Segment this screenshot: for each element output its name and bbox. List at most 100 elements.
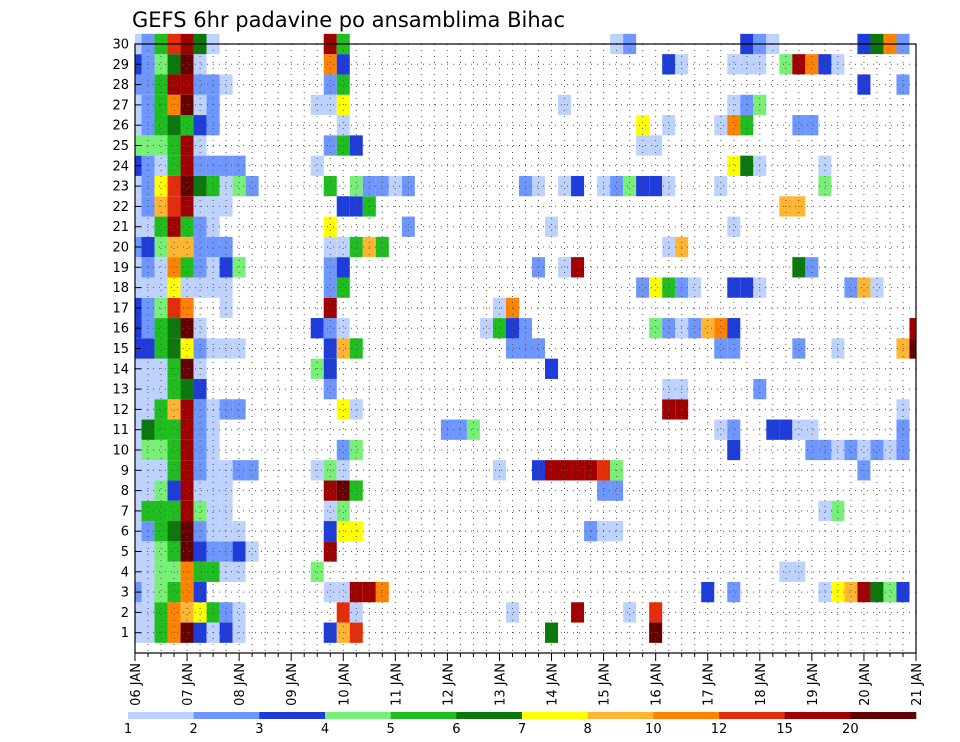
- cell-member-11-step-45: [714, 419, 728, 440]
- cell-member-3-step-17: [349, 581, 363, 603]
- cell-member-25-step-17: [349, 135, 363, 156]
- cell-member-19-step-31: [532, 257, 546, 278]
- cell-member-16-step-40: [649, 318, 663, 339]
- cell-member-3-step-46: [727, 581, 741, 603]
- cell-member-23-step-7: [219, 175, 233, 197]
- x-tick-label: 19 JAN: [806, 663, 821, 706]
- cell-member-20-step-15: [323, 236, 337, 258]
- cell-member-13-step-2: [154, 378, 168, 400]
- cell-member-25-step-15: [323, 135, 337, 156]
- y-tick-label: 13: [112, 383, 129, 398]
- cell-member-13-step-1: [141, 378, 155, 400]
- cell-member-16-step-2: [154, 318, 168, 339]
- cell-member-6-step-5: [193, 521, 207, 542]
- cell-member-3-step-56: [857, 581, 871, 603]
- cell-member-11-step-3: [167, 419, 181, 440]
- cell-member-16-step-3: [167, 318, 181, 339]
- cell-member-28-step-56: [857, 74, 871, 95]
- cell-member-20-step-5: [193, 236, 207, 258]
- cell-member-29-step-5: [193, 54, 207, 75]
- cell-member-3-step-4: [180, 581, 194, 603]
- cell-member-4-step-2: [154, 561, 168, 582]
- cell-member-3-step-16: [336, 581, 350, 603]
- cell-member-21-step-2: [154, 216, 168, 237]
- cell-member-2-step-7: [219, 602, 233, 623]
- cell-member-24-step-1: [141, 155, 155, 176]
- cell-member-6-step-8: [232, 521, 246, 542]
- cell-member-7-step-53: [818, 500, 832, 522]
- cell-member-23-step-2: [154, 175, 168, 197]
- cell-member-10-step-16: [336, 439, 350, 461]
- cell-member-28-step-5: [193, 74, 207, 95]
- cell-member-17-step-28: [492, 297, 506, 319]
- cell-member-20-step-4: [180, 236, 194, 258]
- cell-member-10-step-53: [818, 439, 832, 461]
- cell-member-7-step-3: [167, 500, 181, 522]
- cell-member-18-step-57: [870, 277, 884, 298]
- y-tick-label: 12: [112, 403, 129, 418]
- cell-member-24-step-47: [740, 155, 754, 176]
- cell-member-19-step-15: [323, 257, 337, 278]
- cell-member-28-step-2: [154, 74, 168, 95]
- cell-member-6-step-4: [180, 521, 194, 542]
- cell-member-8-step-16: [336, 480, 350, 501]
- cell-member-16-step-27: [479, 318, 493, 339]
- cell-member-11-step-50: [779, 419, 793, 440]
- chart-title: GEFS 6hr padavine po ansamblima Bihac: [132, 8, 565, 32]
- cell-member-15-step-16: [336, 338, 350, 359]
- y-tick-label: 22: [112, 200, 129, 215]
- cell-member-10-step-55: [844, 439, 858, 461]
- cell-member-24-step-53: [818, 155, 832, 176]
- colorbar-label: 10: [645, 722, 662, 737]
- colorbar-swatch: [784, 712, 851, 719]
- cell-member-3-step-1: [141, 581, 155, 603]
- cell-member-8-step-17: [349, 480, 363, 501]
- cell-member-16-step-28: [492, 318, 506, 339]
- colorbar-swatch: [850, 712, 917, 719]
- cell-member-7-step-4: [180, 500, 194, 522]
- cell-member-4-step-14: [310, 561, 324, 582]
- cell-member-17-step-1: [141, 297, 155, 319]
- cell-member-7-step-7: [219, 500, 233, 522]
- cell-member-26-step-2: [154, 115, 168, 136]
- y-tick-label: 23: [112, 180, 129, 195]
- y-tick-label: 1: [121, 626, 129, 641]
- x-tick-label: 18 JAN: [754, 663, 769, 706]
- cell-member-18-step-40: [649, 277, 663, 298]
- cell-member-10-step-3: [167, 439, 181, 461]
- cell-member-4-step-4: [180, 561, 194, 582]
- cell-member-23-step-20: [388, 175, 402, 197]
- cell-member-23-step-4: [180, 175, 194, 197]
- cell-member-17-step-2: [154, 297, 168, 319]
- cell-member-17-step-7: [219, 297, 233, 319]
- cell-member-16-step-45: [714, 318, 728, 339]
- cell-member-15-step-2: [154, 338, 168, 359]
- cell-member-3-step-59: [896, 581, 910, 603]
- y-tick-label: 26: [112, 119, 129, 134]
- colorbar-label: 1: [124, 722, 132, 737]
- cell-member-15-step-7: [219, 338, 233, 359]
- cell-member-18-step-56: [857, 277, 871, 298]
- cell-member-11-step-59: [896, 419, 910, 440]
- cell-member-28-step-59: [896, 74, 910, 95]
- cell-member-10-step-56: [857, 439, 871, 461]
- cell-member-3-step-3: [167, 581, 181, 603]
- cell-member-15-step-51: [792, 338, 806, 359]
- cell-member-26-step-39: [636, 115, 650, 136]
- cell-member-16-step-16: [336, 318, 350, 339]
- cell-member-11-step-46: [727, 419, 741, 440]
- cell-member-11-step-49: [766, 419, 780, 440]
- y-tick-label: 6: [121, 525, 129, 540]
- y-tick-label: 30: [112, 38, 129, 53]
- cell-member-26-step-3: [167, 115, 181, 136]
- y-tick-label: 25: [112, 139, 129, 154]
- cell-member-20-step-2: [154, 236, 168, 258]
- cell-member-10-step-46: [727, 439, 741, 461]
- cell-member-21-step-1: [141, 216, 155, 237]
- cell-member-4-step-8: [232, 561, 246, 582]
- cell-member-4-step-7: [219, 561, 233, 582]
- x-tick-label: 21 JAN: [910, 663, 925, 706]
- cell-member-15-step-60: [909, 338, 916, 359]
- cell-member-23-step-38: [623, 175, 637, 197]
- cell-member-10-step-1: [141, 439, 155, 461]
